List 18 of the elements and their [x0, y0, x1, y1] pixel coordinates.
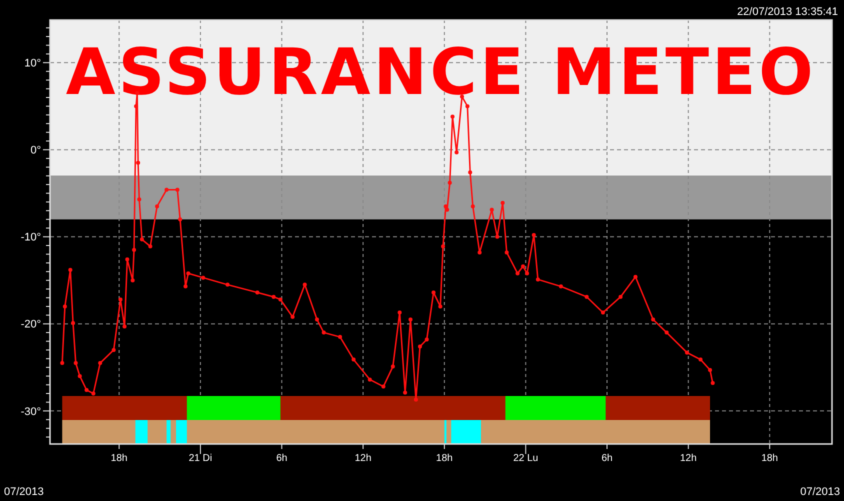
y-tick-label: -20°: [20, 318, 41, 331]
text: 07/2013: [4, 486, 44, 498]
x-tick-label: 18h: [110, 453, 128, 464]
y-tick-label: 10°: [24, 58, 41, 70]
x-tick-label: 22 Lu: [513, 453, 538, 464]
x-tick-label: 6h: [276, 453, 288, 464]
y-tick-label: -30°: [20, 406, 41, 418]
x-tick-label: 21 Di: [188, 453, 212, 464]
x-tick-label: 12h: [354, 453, 372, 464]
text: 22/07/2013 13:35:41: [737, 6, 838, 18]
x-tick-label: 18h: [436, 453, 453, 464]
y-tick-label: 0°: [30, 144, 41, 157]
chart-title: ASSURANCE METEO: [66, 36, 816, 110]
x-tick-label: 6h: [601, 453, 613, 464]
x-tick-label: 18h: [761, 453, 778, 464]
x-tick-label: 12h: [680, 453, 697, 464]
y-tick-label: -10°: [20, 232, 41, 244]
text: 07/2013: [800, 486, 840, 498]
